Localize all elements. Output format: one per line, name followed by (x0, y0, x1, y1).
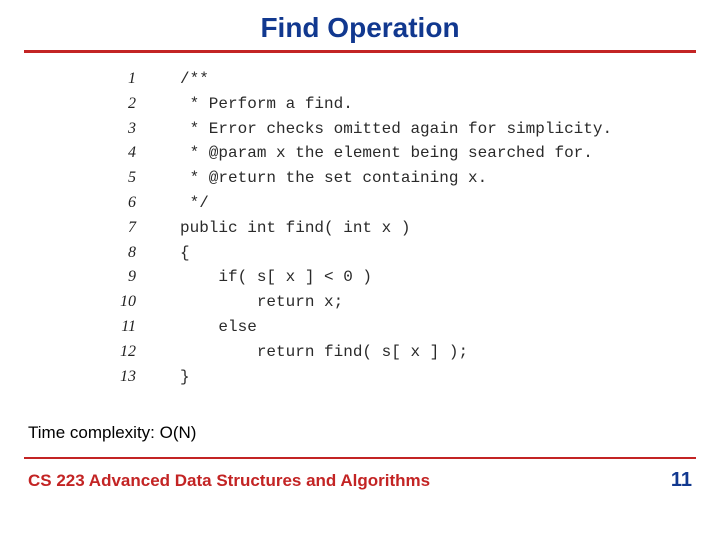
code-line: 7 public int find( int x ) (112, 216, 696, 241)
slide-footer: CS 223 Advanced Data Structures and Algo… (24, 459, 696, 492)
line-number: 5 (112, 166, 136, 191)
line-number: 12 (112, 340, 136, 365)
line-number: 10 (112, 290, 136, 315)
line-number: 11 (112, 315, 136, 340)
code-text: * @return the set containing x. (180, 166, 487, 191)
page-title: Find Operation (24, 12, 696, 50)
code-line: 3 * Error checks omitted again for simpl… (112, 117, 696, 142)
code-line: 2 * Perform a find. (112, 92, 696, 117)
page-number: 11 (671, 469, 692, 492)
code-line: 6 */ (112, 191, 696, 216)
code-listing: 1 /** 2 * Perform a find. 3 * Error check… (24, 67, 696, 389)
code-text: return find( s[ x ] ); (180, 340, 468, 365)
code-text: * @param x the element being searched fo… (180, 141, 593, 166)
code-line: 1 /** (112, 67, 696, 92)
line-number: 1 (112, 67, 136, 92)
line-number: 9 (112, 265, 136, 290)
line-number: 2 (112, 92, 136, 117)
line-number: 8 (112, 241, 136, 266)
code-line: 12 return find( s[ x ] ); (112, 340, 696, 365)
course-title: CS 223 Advanced Data Structures and Algo… (28, 471, 430, 491)
code-line: 13} (112, 365, 696, 390)
code-line: 9 if( s[ x ] < 0 ) (112, 265, 696, 290)
code-text: if( s[ x ] < 0 ) (180, 265, 372, 290)
line-number: 3 (112, 117, 136, 142)
code-line: 10 return x; (112, 290, 696, 315)
line-number: 4 (112, 141, 136, 166)
code-text: */ (180, 191, 209, 216)
code-text: { (180, 241, 190, 266)
code-line: 8{ (112, 241, 696, 266)
code-line: 4 * @param x the element being searched … (112, 141, 696, 166)
code-text: public int find( int x ) (180, 216, 410, 241)
code-text: return x; (180, 290, 343, 315)
code-text: /** (180, 67, 209, 92)
complexity-note: Time complexity: O(N) (24, 423, 696, 443)
line-number: 13 (112, 365, 136, 390)
title-divider (24, 50, 696, 53)
code-line: 11 else (112, 315, 696, 340)
code-line: 5 * @return the set containing x. (112, 166, 696, 191)
code-text: } (180, 365, 190, 390)
line-number: 7 (112, 216, 136, 241)
code-text: else (180, 315, 257, 340)
line-number: 6 (112, 191, 136, 216)
slide: Find Operation 1 /** 2 * Perform a find. … (0, 0, 720, 540)
code-text: * Error checks omitted again for simplic… (180, 117, 612, 142)
code-text: * Perform a find. (180, 92, 353, 117)
